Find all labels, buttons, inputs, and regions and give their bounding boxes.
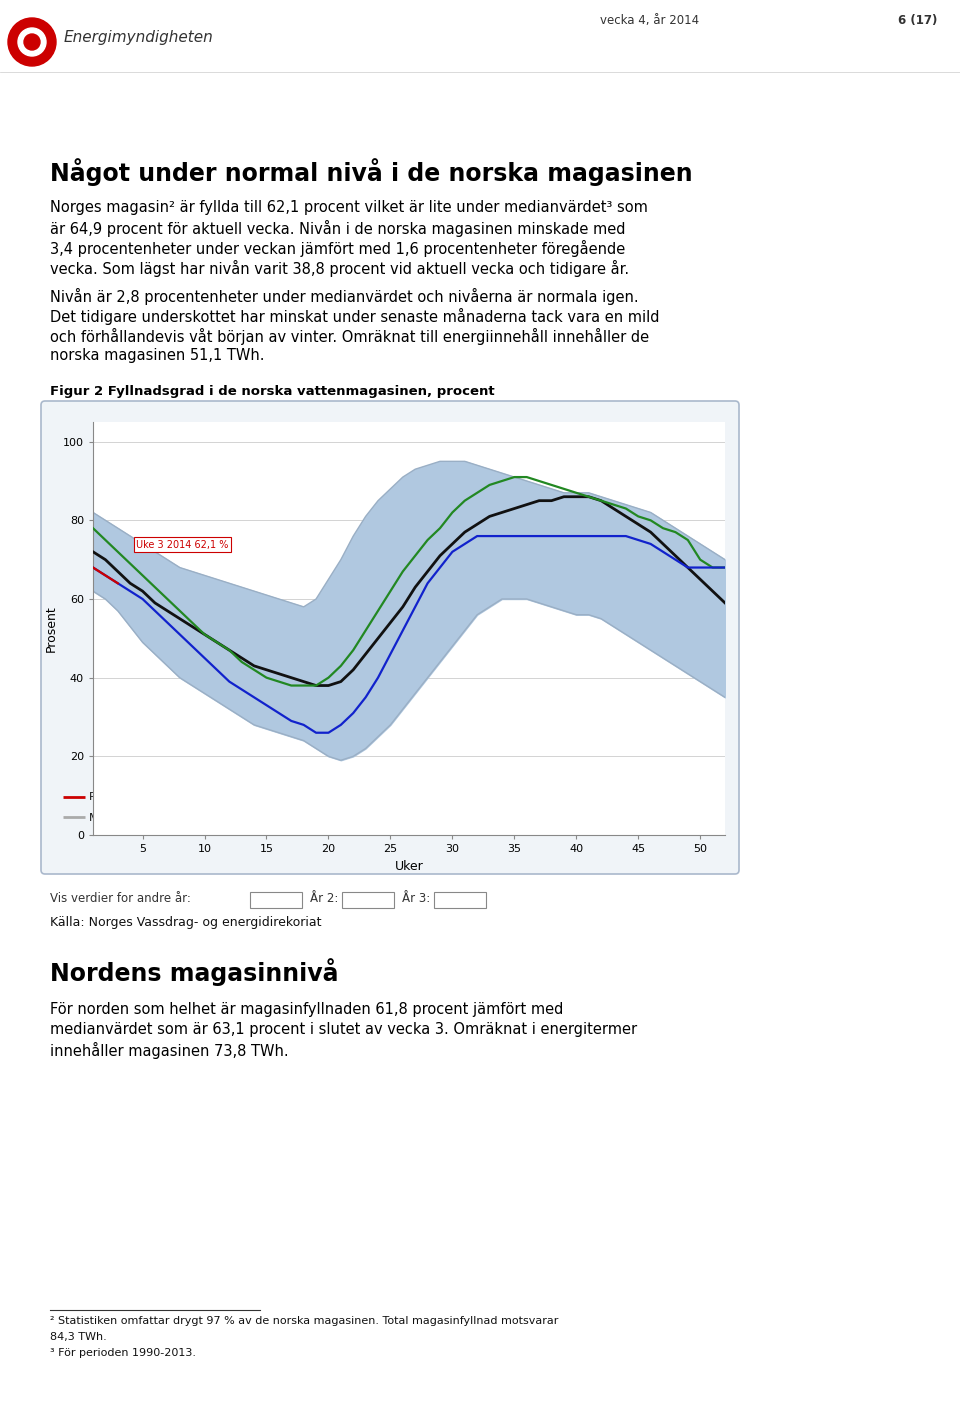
Text: Registrert 2014: Registrert 2014 (89, 792, 176, 802)
Text: ² Statistiken omfattar drygt 97 % av de norska magasinen. Total magasinfyllnad m: ² Statistiken omfattar drygt 97 % av de … (50, 1316, 559, 1326)
Text: År 2:: År 2: (310, 891, 338, 905)
Text: ▾: ▾ (476, 893, 481, 903)
Text: 6 (17): 6 (17) (898, 14, 937, 27)
Circle shape (24, 34, 40, 50)
Text: Vis verdier for andre år:: Vis verdier for andre år: (50, 891, 191, 905)
Text: Något under normal nivå i de norska magasinen: Något under normal nivå i de norska maga… (50, 159, 692, 186)
Text: Norges magasin² är fyllda till 62,1 procent vilket är lite under medianvärdet³ s: Norges magasin² är fyllda till 62,1 proc… (50, 200, 648, 215)
Text: ▾: ▾ (292, 893, 297, 903)
Bar (434, 891, 486, 908)
Text: Energimyndigheten: Energimyndigheten (64, 30, 214, 45)
Circle shape (8, 18, 56, 67)
Text: År 3:: År 3: (402, 891, 430, 905)
Text: 3,4 procentenheter under veckan jämfört med 1,6 procentenheter föregående: 3,4 procentenheter under veckan jämfört … (50, 239, 625, 256)
Text: ▾: ▾ (384, 893, 389, 903)
Text: 2012: 2012 (437, 893, 464, 903)
Text: Median (1990-2013): Median (1990-2013) (271, 812, 384, 822)
Text: Uke 3 2014 62,1 %: Uke 3 2014 62,1 % (136, 540, 228, 550)
Text: Det tidigare underskottet har minskat under senaste månaderna tack vara en mild: Det tidigare underskottet har minskat un… (50, 307, 660, 324)
Y-axis label: Prosent: Prosent (44, 605, 58, 652)
FancyBboxPatch shape (41, 401, 739, 874)
Text: 2014: 2014 (253, 893, 279, 903)
Text: Maks (1990-2013): Maks (1990-2013) (461, 812, 563, 822)
Text: 84,3 TWh.: 84,3 TWh. (50, 1332, 107, 1342)
Text: Minimum (1990-2013): Minimum (1990-2013) (89, 812, 213, 822)
Text: Registrert 2012: Registrert 2012 (461, 792, 547, 802)
Text: Figur 2 Fyllnadsgrad i de norska vattenmagasinen, procent: Figur 2 Fyllnadsgrad i de norska vattenm… (50, 385, 494, 398)
Text: Källa: Norges Vassdrag- og energidirekoriat: Källa: Norges Vassdrag- og energidirekor… (50, 915, 322, 930)
Text: För norden som helhet är magasinfyllnaden 61,8 procent jämfört med: För norden som helhet är magasinfyllnade… (50, 1002, 564, 1017)
Text: vecka 4, år 2014: vecka 4, år 2014 (600, 14, 699, 27)
Bar (250, 891, 302, 908)
Text: Registrert 2013: Registrert 2013 (271, 792, 357, 802)
X-axis label: Uker: Uker (395, 860, 423, 873)
Text: Nordens magasinnivå: Nordens magasinnivå (50, 958, 339, 986)
Text: ³ För perioden 1990-2013.: ³ För perioden 1990-2013. (50, 1348, 196, 1357)
Circle shape (18, 28, 46, 57)
Text: och förhållandevis våt början av vinter. Omräknat till energiinnehåll innehåller: och förhållandevis våt början av vinter.… (50, 327, 649, 344)
Text: är 64,9 procent för aktuell vecka. Nivån i de norska magasinen minskade med: är 64,9 procent för aktuell vecka. Nivån… (50, 220, 626, 237)
Text: innehåller magasinen 73,8 TWh.: innehåller magasinen 73,8 TWh. (50, 1041, 289, 1058)
Text: Nivån är 2,8 procentenheter under medianvärdet och nivåerna är normala igen.: Nivån är 2,8 procentenheter under median… (50, 288, 638, 305)
Text: medianvärdet som är 63,1 procent i slutet av vecka 3. Omräknat i energitermer: medianvärdet som är 63,1 procent i slute… (50, 1022, 637, 1037)
Text: 2013: 2013 (345, 893, 372, 903)
Text: norska magasinen 51,1 TWh.: norska magasinen 51,1 TWh. (50, 349, 265, 363)
Bar (342, 891, 394, 908)
Text: vecka. Som lägst har nivån varit 38,8 procent vid aktuell vecka och tidigare år.: vecka. Som lägst har nivån varit 38,8 pr… (50, 259, 629, 276)
